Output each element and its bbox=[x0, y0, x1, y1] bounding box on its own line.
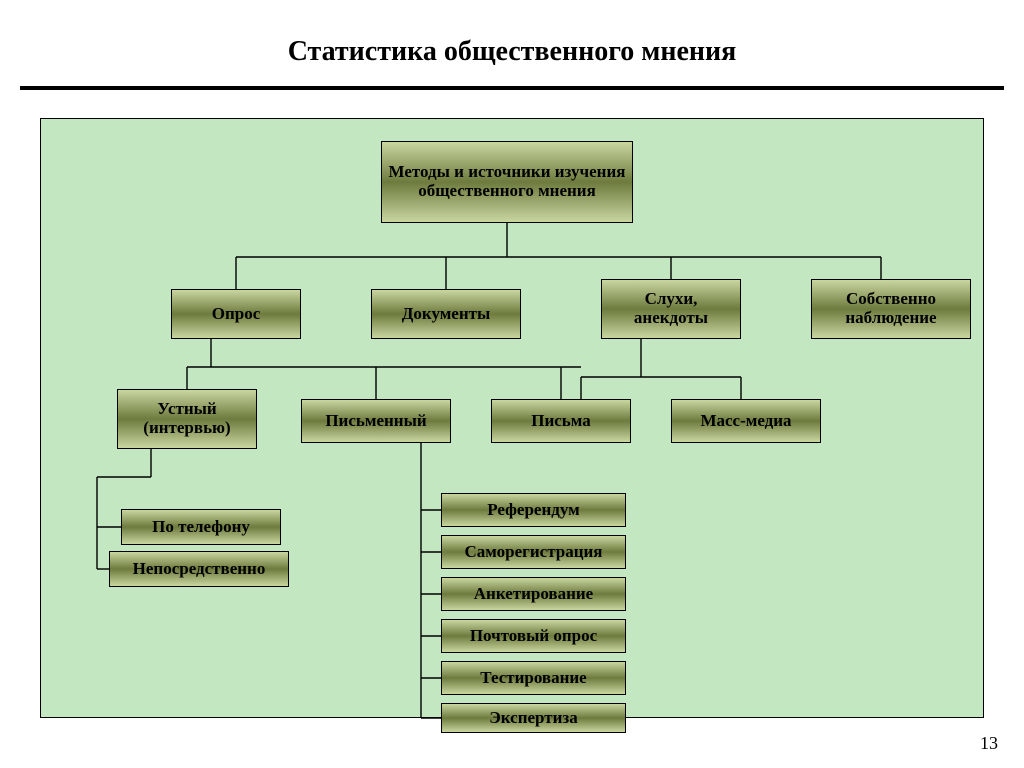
diagram-node-pochta: Почтовый опрос bbox=[441, 619, 626, 653]
diagram-node-anketa: Анкетирование bbox=[441, 577, 626, 611]
page-number: 13 bbox=[980, 733, 998, 754]
slide-page: Статистика общественного мнения Методы и… bbox=[0, 0, 1024, 768]
diagram-node-ustnyi: Устный (интервью) bbox=[117, 389, 257, 449]
diagram-node-neposr: Непосредственно bbox=[109, 551, 289, 587]
page-title: Статистика общественного мнения bbox=[0, 36, 1024, 68]
diagram-node-pismennyi: Письменный bbox=[301, 399, 451, 443]
diagram-node-pisma: Письма bbox=[491, 399, 631, 443]
diagram-node-referendum: Референдум bbox=[441, 493, 626, 527]
diagram-node-opros: Опрос bbox=[171, 289, 301, 339]
diagram-node-nabludenie: Собственно наблюдение bbox=[811, 279, 971, 339]
diagram-node-telefon: По телефону bbox=[121, 509, 281, 545]
diagram-node-massmedia: Масс-медиа bbox=[671, 399, 821, 443]
title-rule bbox=[20, 86, 1004, 90]
diagram-node-test: Тестирование bbox=[441, 661, 626, 695]
diagram-canvas: Методы и источники изучения общественног… bbox=[40, 118, 984, 718]
diagram-node-samoreg: Саморегистрация bbox=[441, 535, 626, 569]
diagram-node-documents: Документы bbox=[371, 289, 521, 339]
diagram-node-expert: Экспертиза bbox=[441, 703, 626, 733]
diagram-node-sluhi: Слухи, анекдоты bbox=[601, 279, 741, 339]
diagram-node-root: Методы и источники изучения общественног… bbox=[381, 141, 633, 223]
